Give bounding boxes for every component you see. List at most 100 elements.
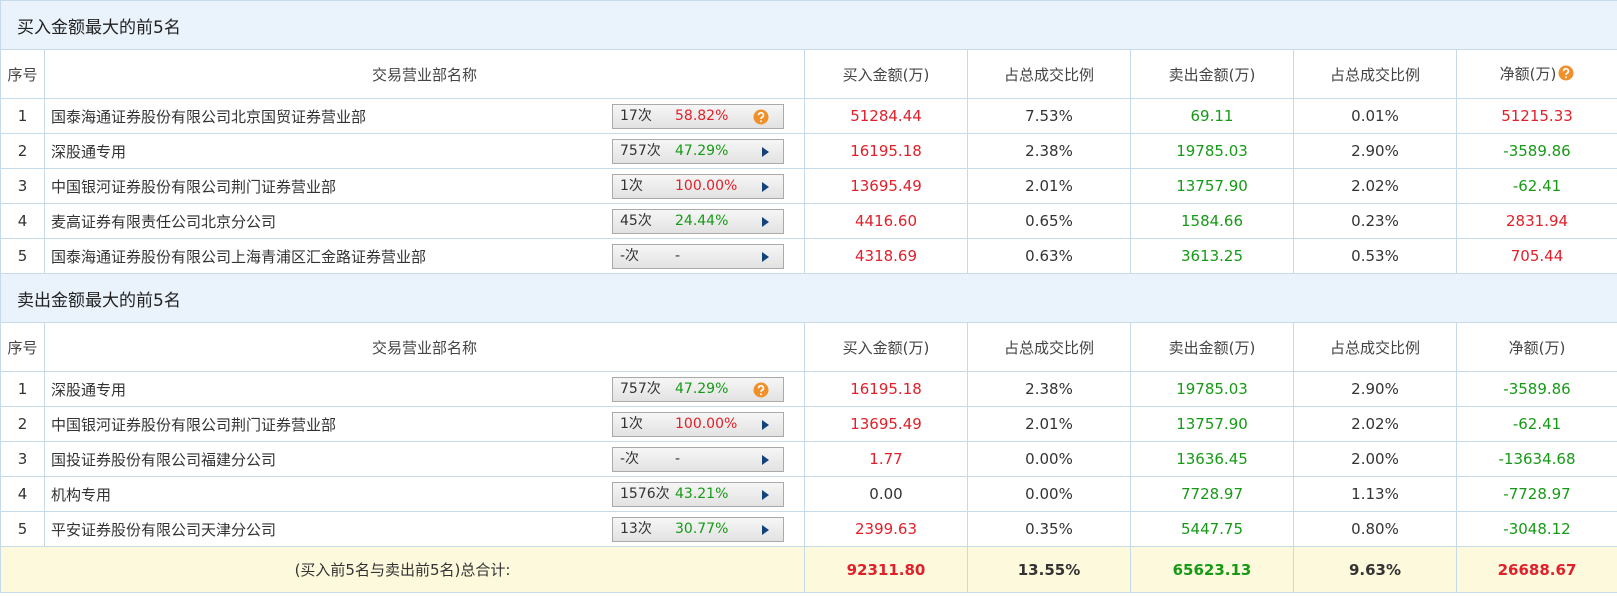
branch-cell: 中国银河证券股份有限公司荆门证券营业部 1次 100.00% [44,168,805,204]
buy-ratio: 0.00% [967,441,1131,477]
trade-count: 757次 [620,381,661,397]
expand-arrow[interactable] [762,182,769,192]
expand-arrow[interactable] [762,420,769,430]
data-row: 1 深股通专用 757次 47.29% 16195.18 2.38% 19785.03 2.9… [0,371,1617,407]
branch-name: 深股通专用 [51,380,127,399]
win-rate: - [675,451,681,467]
sell-amount: 19785.03 [1130,371,1294,407]
expand-arrow[interactable] [762,252,769,262]
data-row: 1 国泰海通证券股份有限公司北京国贸证券营业部 17次 58.82% 51284.44 7… [0,98,1617,134]
data-row: 3 国投证券股份有限公司福建分公司 -次 - 1.77 0.00% 13636.45 2.00… [0,441,1617,477]
sell-amount: 19785.03 [1130,133,1294,169]
branch-cell: 国泰海通证券股份有限公司上海青浦区汇金路证券营业部 -次 - [44,238,805,274]
win-rate: 47.29% [675,381,729,397]
win-rate: 100.00% [675,416,738,432]
data-row: 4 麦高证券有限责任公司北京分公司 45次 24.44% 4416.60 0.65% 158… [0,203,1617,239]
branch-cell: 国泰海通证券股份有限公司北京国贸证券营业部 17次 58.82% [44,98,805,134]
stat-badge: 1次 100.00% [612,412,784,437]
rank: 1 [0,371,45,407]
stat-badge: 45次 24.44% [612,209,784,234]
total-buy: 92311.80 [804,546,968,593]
trade-count: 17次 [620,108,652,124]
expand-arrow[interactable] [762,455,769,465]
net-amount: 2831.94 [1455,203,1617,239]
buy-ratio: 2.38% [967,133,1131,169]
branch-name: 麦高证券有限责任公司北京分公司 [51,212,277,231]
trade-count: 1次 [620,416,643,432]
buy-amount: 0.00 [804,476,968,512]
total-sell: 65623.13 [1130,546,1294,593]
stat-badge: 1576次 43.21% [612,482,784,507]
stat-badge: 13次 30.77% [612,517,784,542]
branch-name: 国泰海通证券股份有限公司上海青浦区汇金路证券营业部 [51,247,427,266]
net-amount: -62.41 [1455,168,1617,204]
expand-arrow[interactable] [762,525,769,535]
win-rate: 30.77% [675,521,729,537]
win-rate: - [675,248,681,264]
data-row: 5 平安证券股份有限公司天津分公司 13次 30.77% 2399.63 0.35% 544… [0,511,1617,547]
buy-ratio: 2.01% [967,168,1131,204]
sell-amount: 1584.66 [1130,203,1294,239]
buy-ratio: 0.65% [967,203,1131,239]
win-rate: 47.29% [675,143,729,159]
header-row: 序号 交易营业部名称 买入金额(万) 占总成交比例 卖出金额(万) 占总成交比例 净额(万) [0,49,1617,99]
branch-name: 国投证券股份有限公司福建分公司 [51,450,277,469]
total-sell-ratio: 9.63% [1293,546,1457,593]
net-amount: -62.41 [1455,406,1617,442]
buy-amount: 13695.49 [804,168,968,204]
total-row: (买入前5名与卖出前5名)总合计: 92311.80 13.55% 65623.13 9… [0,546,1617,593]
rank: 3 [0,168,45,204]
buy-amount: 2399.63 [804,511,968,547]
column-header: 卖出金额(万) [1130,49,1294,99]
net-amount: 51215.33 [1455,98,1617,134]
stat-badge: -次 - [612,447,784,472]
sell-ratio: 2.02% [1293,168,1457,204]
section-title: 卖出金额最大的前5名 [0,273,1617,323]
sell-ratio: 2.90% [1293,371,1457,407]
sell-ratio: 0.01% [1293,98,1457,134]
sell-amount: 69.11 [1130,98,1294,134]
buy-ratio: 2.38% [967,371,1131,407]
expand-arrow[interactable] [762,147,769,157]
buy-amount: 51284.44 [804,98,968,134]
trade-count: 1次 [620,178,643,194]
section-title-row: 卖出金额最大的前5名 [0,273,1617,323]
branch-name: 深股通专用 [51,142,127,161]
trade-count: 45次 [620,213,652,229]
expand-arrow[interactable] [762,217,769,227]
net-amount: -13634.68 [1455,441,1617,477]
sell-amount: 13636.45 [1130,441,1294,477]
branch-cell: 麦高证券有限责任公司北京分公司 45次 24.44% [44,203,805,239]
column-header: 买入金额(万) [804,322,968,372]
buy-ratio: 0.63% [967,238,1131,274]
sell-amount: 3613.25 [1130,238,1294,274]
rank: 1 [0,98,45,134]
branch-cell: 平安证券股份有限公司天津分公司 13次 30.77% [44,511,805,547]
rank: 5 [0,511,45,547]
rank: 5 [0,238,45,274]
branch-name: 平安证券股份有限公司天津分公司 [51,520,277,539]
column-header: 交易营业部名称 [44,49,805,99]
column-header: 卖出金额(万) [1130,322,1294,372]
net-amount: -3048.12 [1455,511,1617,547]
net-amount: -3589.86 [1455,133,1617,169]
header-row: 序号 交易营业部名称 买入金额(万) 占总成交比例 卖出金额(万) 占总成交比例 净额(万) [0,322,1617,372]
data-row: 2 中国银河证券股份有限公司荆门证券营业部 1次 100.00% 13695.49 2.0… [0,406,1617,442]
branch-cell: 机构专用 1576次 43.21% [44,476,805,512]
sell-ratio: 2.90% [1293,133,1457,169]
buy-ratio: 0.00% [967,476,1131,512]
column-header: 交易营业部名称 [44,322,805,372]
section-title-row: 买入金额最大的前5名 [0,0,1617,50]
expand-arrow[interactable] [762,490,769,500]
sell-amount: 13757.90 [1130,406,1294,442]
sell-amount: 13757.90 [1130,168,1294,204]
column-header: 占总成交比例 [1293,49,1457,99]
sell-ratio: 0.23% [1293,203,1457,239]
buy-amount: 1.77 [804,441,968,477]
sell-ratio: 1.13% [1293,476,1457,512]
column-header: 序号 [0,49,45,99]
column-header: 净额(万) [1455,49,1617,99]
stat-badge: -次 - [612,244,784,269]
trade-count: -次 [620,248,640,264]
